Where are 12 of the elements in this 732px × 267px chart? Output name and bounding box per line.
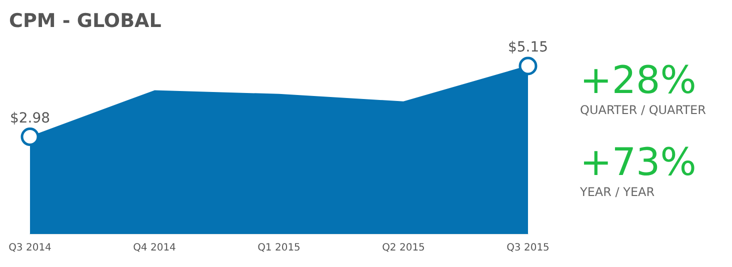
chart-title: CPM - GLOBAL — [9, 10, 162, 32]
x-tick-label: Q3 2014 — [8, 242, 52, 254]
text: +73% — [580, 140, 698, 184]
data-label: $5.15 — [508, 40, 548, 56]
x-tick-label: Q1 2015 — [258, 242, 300, 254]
x-tick-label: Q3 2015 — [506, 242, 550, 254]
x-tick-label: Q2 2015 — [382, 242, 425, 254]
text: YEAR / YEAR — [580, 184, 656, 200]
text: +28% — [580, 58, 698, 102]
text: QUARTER / QUARTER — [580, 102, 706, 118]
data-label: $2.98 — [10, 110, 50, 126]
x-tick-label: Q4 2014 — [133, 242, 176, 254]
